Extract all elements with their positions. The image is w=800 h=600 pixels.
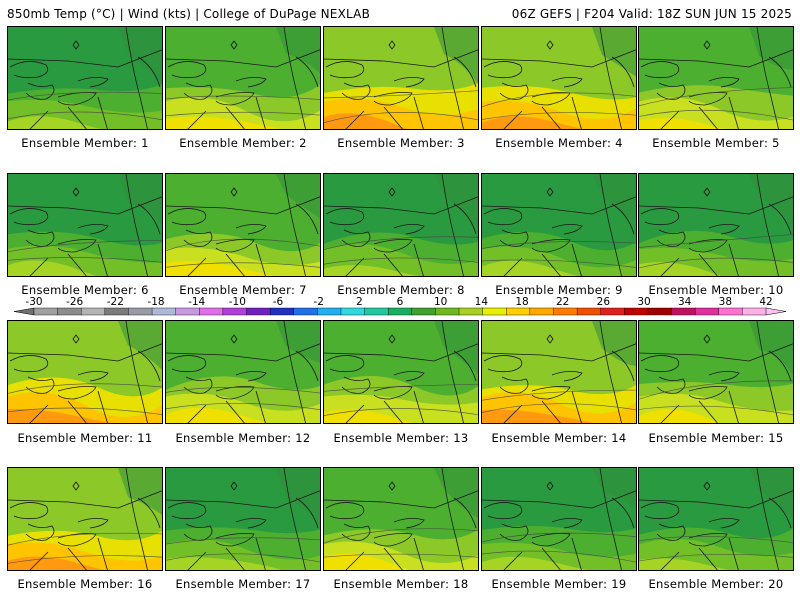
colorbar-cell xyxy=(33,307,59,316)
member-caption: Ensemble Member: 14 xyxy=(491,431,627,445)
colorbar-cell xyxy=(340,307,366,316)
map-panel xyxy=(7,320,163,424)
map-panel xyxy=(7,467,163,571)
colorbar-min-arrow xyxy=(13,307,35,316)
colorbar-cell xyxy=(317,307,342,316)
map-panel xyxy=(7,173,163,277)
colorbar-tick-label: -26 xyxy=(66,296,84,308)
member-caption: Ensemble Member: 5 xyxy=(652,136,780,150)
map-panel xyxy=(323,26,479,130)
map-panel xyxy=(165,26,321,130)
colorbar-cell xyxy=(576,307,602,316)
colorbar-cell xyxy=(482,307,507,316)
colorbar-tick-label: -10 xyxy=(228,296,246,308)
member-caption: Ensemble Member: 15 xyxy=(648,431,784,445)
map-panel xyxy=(7,26,163,130)
member-caption: Ensemble Member: 8 xyxy=(337,283,465,297)
colorbar-tick-label: 2 xyxy=(355,296,363,308)
member-caption: Ensemble Member: 4 xyxy=(495,136,623,150)
colorbar-cell xyxy=(600,307,625,316)
colorbar-cell xyxy=(529,307,554,316)
map-panel xyxy=(481,320,637,424)
member-caption: Ensemble Member: 20 xyxy=(648,577,784,591)
colorbar-cell xyxy=(553,307,578,316)
map-panel xyxy=(638,467,794,571)
colorbar-cell xyxy=(222,307,248,316)
colorbar-cell xyxy=(411,307,436,316)
colorbar-cell xyxy=(293,307,318,316)
colorbar-cell xyxy=(624,307,649,316)
colorbar-cell xyxy=(647,307,673,316)
colorbar-max-arrow xyxy=(765,307,787,316)
map-panel xyxy=(638,320,794,424)
colorbar-tick-label: 38 xyxy=(718,296,733,308)
member-caption: Ensemble Member: 16 xyxy=(17,577,153,591)
header: 850mb Temp (°C) | Wind (kts) | College o… xyxy=(0,0,800,24)
colorbar-tick-label: 26 xyxy=(596,296,611,308)
map-panel xyxy=(323,173,479,277)
member-caption: Ensemble Member: 11 xyxy=(17,431,153,445)
member-caption: Ensemble Member: 12 xyxy=(175,431,311,445)
member-caption: Ensemble Member: 2 xyxy=(179,136,307,150)
colorbar-tick-label: -22 xyxy=(106,296,124,308)
map-panel xyxy=(638,26,794,130)
member-caption: Ensemble Member: 3 xyxy=(337,136,465,150)
colorbar-labels: -30 -26 -22 -18 -14 -10 -6 -2 2 6 10 14 18 22 26 30 34 38… xyxy=(0,296,800,308)
colorbar-tick-label: 6 xyxy=(396,296,404,308)
colorbar-tick-label: 30 xyxy=(637,296,651,308)
colorbar-tick-label: -30 xyxy=(25,296,43,308)
colorbar-cell xyxy=(742,307,767,316)
map-panel xyxy=(165,467,321,571)
colorbar-cell xyxy=(104,307,129,316)
colorbar-cell xyxy=(387,307,413,316)
colorbar-cell xyxy=(57,307,82,316)
map-panel xyxy=(165,320,321,424)
map-panel xyxy=(481,173,637,277)
colorbar-cell xyxy=(246,307,271,316)
map-panel xyxy=(638,173,794,277)
colorbar-tick-label: 22 xyxy=(555,296,570,308)
map-panel xyxy=(323,467,479,571)
colorbar-tick-label: -2 xyxy=(313,296,324,308)
map-panel xyxy=(481,467,637,571)
member-caption: Ensemble Member: 19 xyxy=(491,577,627,591)
member-caption: Ensemble Member: 6 xyxy=(21,283,149,297)
member-caption: Ensemble Member: 13 xyxy=(333,431,469,445)
colorbar-tick-label: 14 xyxy=(474,296,489,308)
colorbar-tick-label: 42 xyxy=(759,296,773,308)
colorbar-cell xyxy=(81,307,106,316)
colorbar-cell xyxy=(364,307,389,316)
colorbar-tick-label: 34 xyxy=(677,296,692,308)
colorbar-cell xyxy=(128,307,153,316)
map-panel xyxy=(481,26,637,130)
colorbar-cell xyxy=(269,307,295,316)
member-caption: Ensemble Member: 17 xyxy=(175,577,311,591)
member-caption: Ensemble Member: 7 xyxy=(179,283,307,297)
colorbar-cell xyxy=(506,307,531,316)
temperature-colorbar xyxy=(13,307,787,316)
colorbar-tick-label: -14 xyxy=(188,296,206,308)
chart-title: 850mb Temp (°C) | Wind (kts) | College o… xyxy=(7,7,371,21)
colorbar-cell xyxy=(199,307,224,316)
colorbar-tick-label: -6 xyxy=(272,296,284,308)
colorbar-cell xyxy=(671,307,696,316)
member-caption: Ensemble Member: 10 xyxy=(648,283,784,297)
valid-time: 06Z GEFS | F204 Valid: 18Z SUN JUN 15 20… xyxy=(511,7,792,21)
colorbar-cell xyxy=(694,307,720,316)
colorbar-cell xyxy=(458,307,484,316)
map-panel xyxy=(323,320,479,424)
colorbar-tick-label: 10 xyxy=(433,296,448,308)
member-caption: Ensemble Member: 1 xyxy=(21,136,149,150)
colorbar-cell xyxy=(175,307,200,316)
colorbar-cell xyxy=(151,307,177,316)
member-caption: Ensemble Member: 18 xyxy=(333,577,469,591)
map-panel xyxy=(165,173,321,277)
colorbar-tick-label: 18 xyxy=(515,296,529,308)
colorbar-cell xyxy=(435,307,460,316)
colorbar-tick-label: -18 xyxy=(147,296,165,308)
member-caption: Ensemble Member: 9 xyxy=(495,283,623,297)
colorbar-cell xyxy=(718,307,743,316)
